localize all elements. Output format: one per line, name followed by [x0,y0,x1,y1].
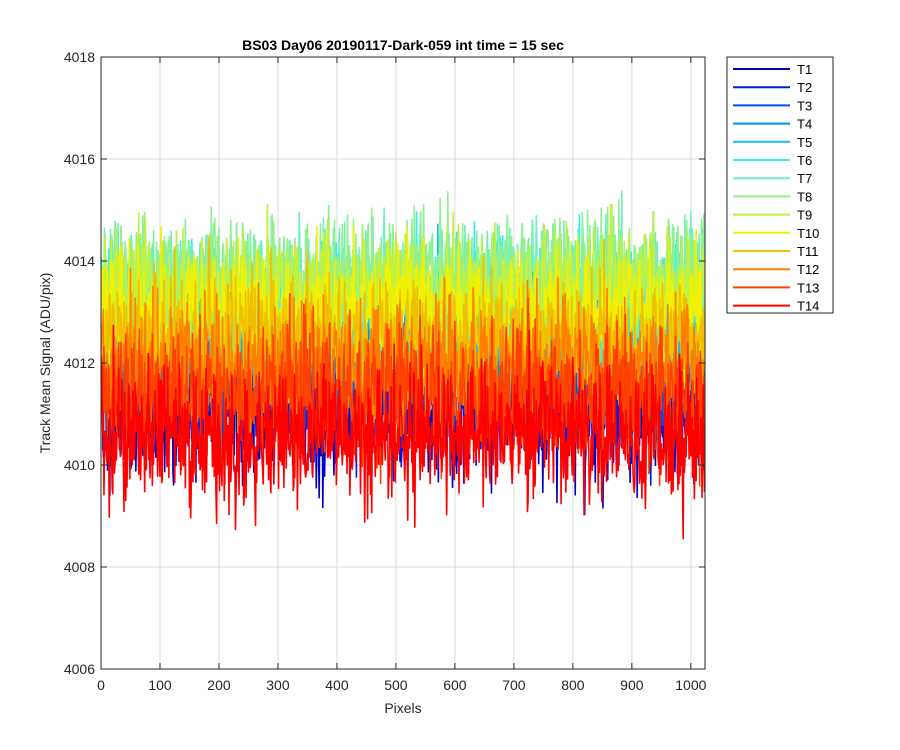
legend-label-t7: T7 [797,171,812,186]
y-axis-label: Track Mean Signal (ADU/pix) [37,273,53,454]
x-tick-label: 900 [620,677,644,693]
x-tick-label: 700 [502,677,526,693]
y-tick-label: 4012 [64,355,95,371]
series-line-t14 [101,324,705,540]
legend-label-t9: T9 [797,208,812,223]
x-tick-label: 800 [561,677,585,693]
x-tick-label: 200 [207,677,231,693]
legend-label-t2: T2 [797,80,812,95]
x-axis-label: Pixels [384,700,421,716]
x-tick-label: 300 [266,677,290,693]
legend-label-t12: T12 [797,262,819,277]
y-tick-label: 4010 [64,457,95,473]
legend-label-t1: T1 [797,62,812,77]
x-tick-label: 0 [97,677,105,693]
x-tick-label: 600 [443,677,467,693]
chart-title: BS03 Day06 20190117-Dark-059 int time = … [242,37,564,53]
x-tick-label: 100 [148,677,172,693]
legend-label-t5: T5 [797,135,812,150]
y-tick-label: 4018 [64,49,95,65]
legend-box [726,56,834,314]
legend-label-t10: T10 [797,226,819,241]
series-layer [101,190,705,540]
x-tick-labels: 0 100 200 300 400 500 600 700 800 900 1000 [97,677,707,693]
legend-label-t14: T14 [797,299,819,314]
legend-label-t3: T3 [797,98,812,113]
legend: T1 T2 T3 T4 T5 T6 T7 T8 T9 T10 T11 T12 T13 T14 [726,56,834,314]
y-tick-label: 4006 [64,661,95,677]
y-tick-label: 4008 [64,559,95,575]
y-tick-label: 4016 [64,151,95,167]
legend-label-t6: T6 [797,153,812,168]
y-tick-labels: 4006 4008 4010 4012 4014 4016 4018 [64,49,95,677]
x-tick-label: 1000 [675,677,706,693]
legend-label-t11: T11 [797,244,818,259]
legend-items: T1 T2 T3 T4 T5 T6 T7 T8 T9 T10 T11 T12 T13 T14 [733,62,819,314]
x-tick-label: 400 [325,677,349,693]
x-tick-label: 500 [384,677,408,693]
axis-ticks [100,56,705,670]
legend-label-t13: T13 [797,280,819,295]
legend-label-t8: T8 [797,189,812,204]
legend-label-t4: T4 [797,117,812,132]
y-tick-label: 4014 [64,253,95,269]
